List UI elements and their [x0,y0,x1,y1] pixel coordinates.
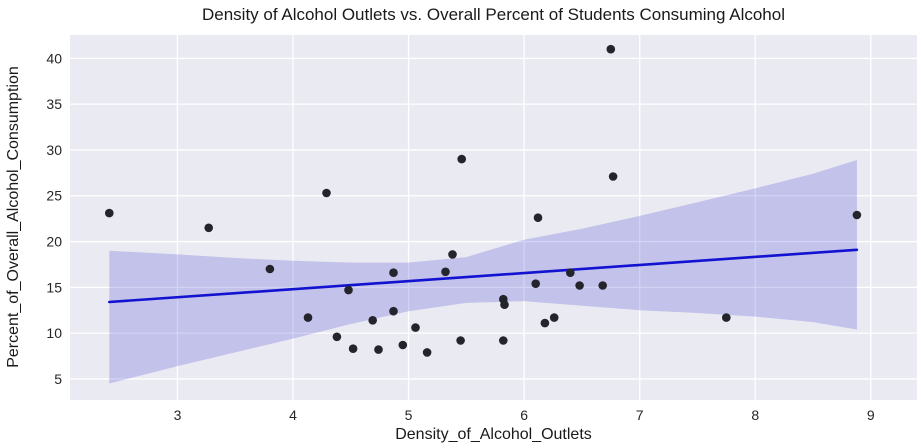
regression-line [107,248,859,304]
scatter-point [598,281,607,290]
scatter-point [389,268,398,278]
plot-background [70,35,917,400]
y-tick-label: 30 [46,142,62,158]
scatter-point [422,348,432,357]
x-tick-label: 6 [520,407,528,423]
x-tick-label: 8 [751,407,759,423]
chart-title: Density of Alcohol Outlets vs. Overall P… [201,5,785,24]
scatter-point [456,336,465,345]
scatter-point [531,279,540,289]
scatter-point [457,154,467,164]
scatter-point [852,210,862,220]
y-tick-label: 20 [46,234,62,250]
x-tick-label: 3 [174,407,182,423]
scatter-point [448,250,457,259]
x-tick-label: 7 [636,407,644,423]
x-tick-label: 9 [867,407,875,423]
x-axis-label: Density_of_Alcohol_Outlets [395,426,592,443]
scatter-point [500,300,509,310]
scatter-point [549,313,559,322]
scatter-point [533,213,543,222]
scatter-point [204,223,213,233]
y-axis-label: Percent_of_Overall_Alcohol_Consumption [5,66,22,368]
scatter-point [606,44,616,54]
scatter-point [348,344,358,354]
scatter-point [303,313,313,322]
scatter-point [105,208,114,218]
scatter-point [332,332,342,342]
x-tick-label: 5 [405,407,413,423]
x-tick-label: 4 [289,407,297,423]
y-tick-label: 25 [46,188,62,204]
y-tick-label: 5 [54,371,62,387]
confidence-band [109,160,857,384]
scatter-point [566,268,575,278]
scatter-point [575,281,584,290]
y-tick-label: 40 [46,50,62,66]
scatter-point [368,316,378,325]
scatter-point [722,313,731,322]
scatter-point [344,285,353,295]
scatter-point [411,323,420,332]
scatter-point [499,336,508,345]
scatter-point [540,318,550,328]
scatter-point [389,306,398,316]
y-tick-label: 10 [46,325,62,341]
y-tick-label: 35 [46,96,62,112]
scatter-point [322,188,331,198]
scatter-point [398,340,408,350]
scatter-point [608,172,618,181]
scatter-point [441,267,450,277]
scatter-point [265,264,275,274]
y-tick-label: 15 [46,279,62,295]
scatter-point [374,345,383,354]
